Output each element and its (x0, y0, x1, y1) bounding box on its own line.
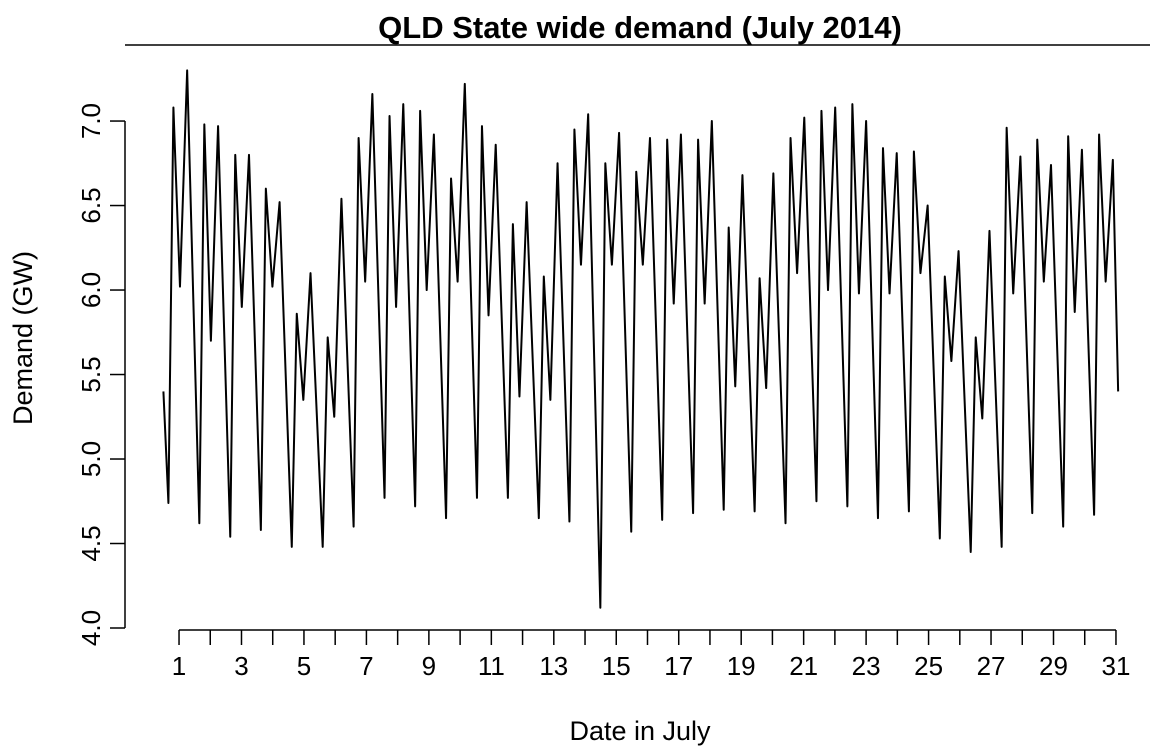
y-tick-label: 6.0 (76, 272, 106, 308)
x-tick-label: 19 (727, 651, 756, 681)
x-tick-label: 5 (297, 651, 311, 681)
x-axis-label: Date in July (569, 716, 711, 746)
x-tick-label: 25 (914, 651, 943, 681)
x-tick-label: 21 (789, 651, 818, 681)
x-tick-label: 9 (422, 651, 436, 681)
x-tick-label: 31 (1101, 651, 1130, 681)
x-tick-label: 13 (539, 651, 568, 681)
y-tick-label: 6.5 (76, 187, 106, 223)
x-tick-label: 1 (172, 651, 186, 681)
chart-title: QLD State wide demand (July 2014) (378, 10, 902, 45)
x-tick-label: 17 (664, 651, 693, 681)
demand-line (162, 69, 1120, 609)
x-tick-label: 11 (478, 651, 505, 681)
x-tick-label: 15 (602, 651, 631, 681)
x-tick-label: 29 (1039, 651, 1068, 681)
x-tick-label: 7 (359, 651, 373, 681)
y-tick-label: 5.0 (76, 441, 106, 477)
y-tick-label: 4.0 (76, 610, 106, 646)
x-tick-label: 27 (977, 651, 1006, 681)
x-tick-label: 3 (234, 651, 248, 681)
y-tick-label: 7.0 (76, 103, 106, 139)
y-tick-label: 4.5 (76, 525, 106, 561)
x-tick-label: 23 (852, 651, 881, 681)
y-tick-label: 5.5 (76, 356, 106, 392)
y-axis-label: Demand (GW) (8, 251, 38, 425)
